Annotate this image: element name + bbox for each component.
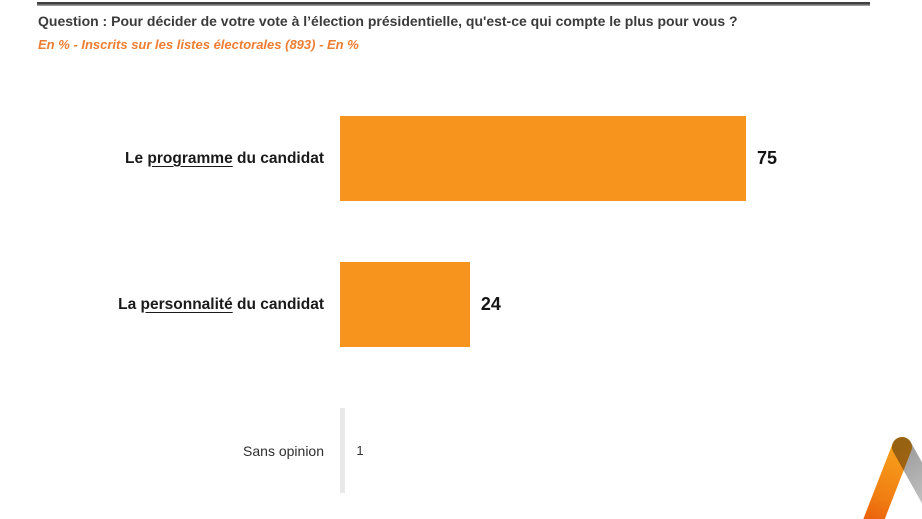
category-label-suffix: du candidat xyxy=(232,149,324,167)
category-label-prefix: Sans opinion xyxy=(243,442,324,459)
chart-row: La personnalité du candidat 24 xyxy=(0,262,922,347)
bar xyxy=(340,116,746,201)
bar-value: 75 xyxy=(757,148,778,168)
category-label-underlined: programme xyxy=(147,149,233,167)
bar xyxy=(340,262,470,347)
bar xyxy=(340,408,346,493)
chart-subtitle: En % - Inscrits sur les listes électoral… xyxy=(38,37,359,52)
chart-row: Sans opinion 1 xyxy=(0,408,922,493)
chart-row: Le programme du candidat 75 xyxy=(0,116,922,201)
category-label: La personnalité du candidat xyxy=(0,262,324,347)
category-label-suffix: du candidat xyxy=(232,295,324,313)
brand-peak-logo-icon xyxy=(832,424,922,519)
question-title: Question : Pour décider de votre vote à … xyxy=(38,13,738,29)
category-label-prefix: La xyxy=(118,295,141,313)
category-label-underlined: personnalité xyxy=(140,295,233,313)
category-label: Sans opinion xyxy=(0,408,324,493)
bar-value: 1 xyxy=(356,443,364,458)
top-rule xyxy=(37,2,870,6)
bar-value: 24 xyxy=(480,294,501,314)
category-label: Le programme du candidat xyxy=(0,116,324,201)
category-label-prefix: Le xyxy=(125,149,148,167)
